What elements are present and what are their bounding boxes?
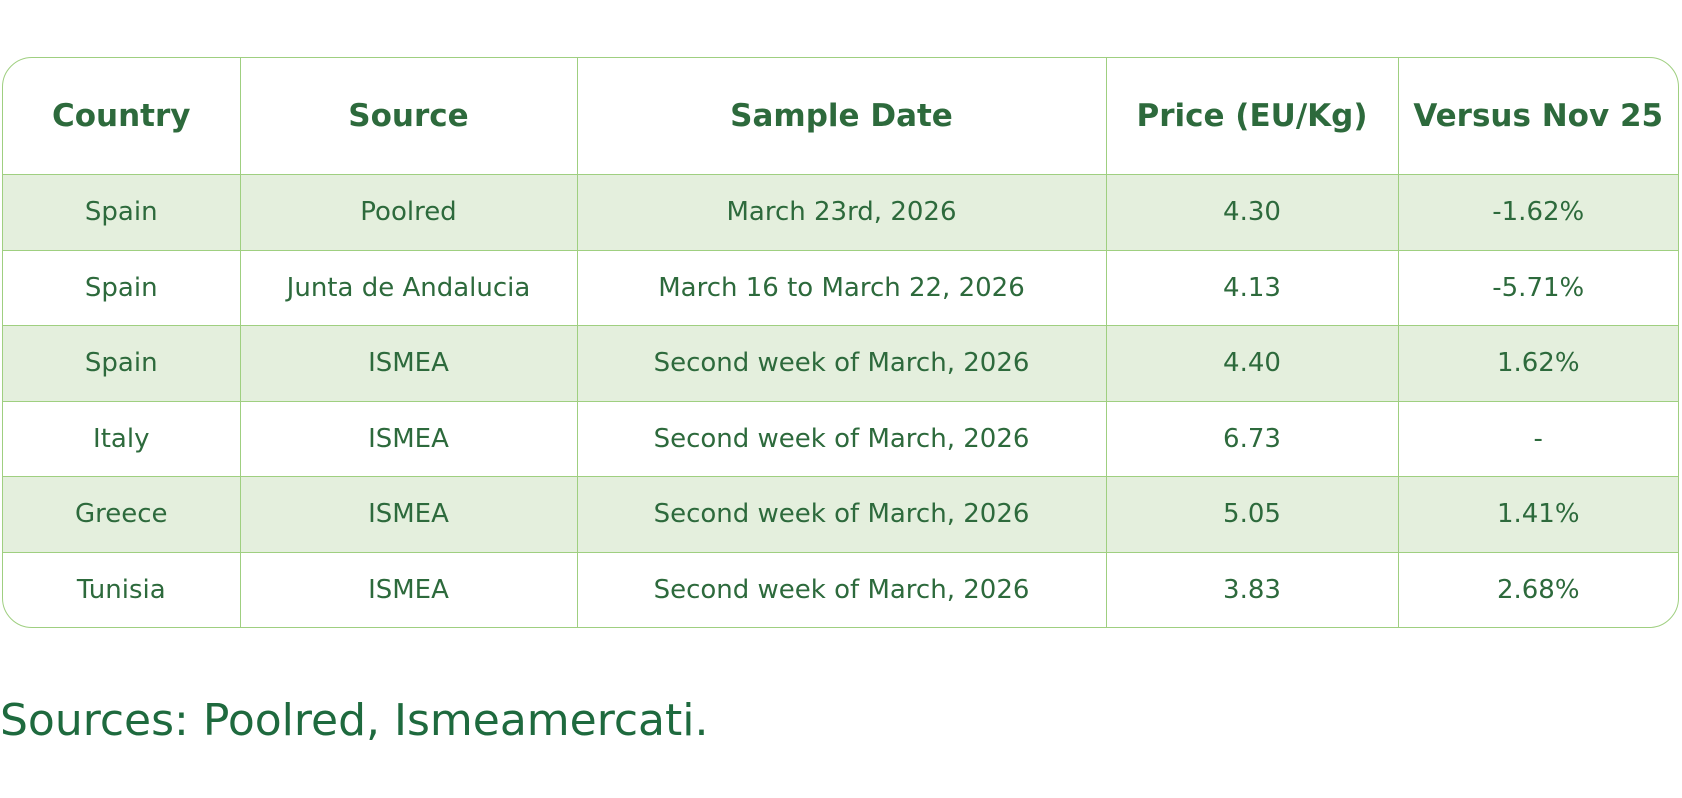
header-cell: Source (240, 58, 578, 175)
table-cell: ISMEA (240, 325, 578, 402)
table-cell: Junta de Andalucia (240, 250, 578, 326)
table-cell: Spain (3, 250, 241, 326)
table-frame: Country Source Sample Date Price (EU/Kg) Ver… (2, 57, 1679, 628)
header-cell: Versus Nov 25 (1398, 58, 1678, 175)
table-cell: ISMEA (240, 401, 578, 477)
table-cell: Tunisia (3, 552, 241, 627)
table-cell: Second week of March, 2026 (577, 325, 1107, 402)
header-cell: Price (EU/Kg) (1106, 58, 1399, 175)
table-cell: 3.83 (1106, 552, 1399, 627)
table-cell: -1.62% (1398, 174, 1678, 251)
table-row: Italy ISMEA Second week of March, 2026 6.73… (3, 401, 1678, 477)
table-cell: 1.41% (1398, 476, 1678, 553)
table-cell: 4.30 (1106, 174, 1399, 251)
table-cell: 6.73 (1106, 401, 1399, 477)
table-cell: Second week of March, 2026 (577, 552, 1107, 627)
table-cell: -5.71% (1398, 250, 1678, 326)
table-cell: ISMEA (240, 552, 578, 627)
table-row: Spain Poolred March 23rd, 2026 4.30 -1.62% (3, 174, 1678, 251)
sources-note: Sources: Poolred, Ismeamercati. (0, 695, 709, 746)
table-cell: Second week of March, 2026 (577, 476, 1107, 553)
price-table: Country Source Sample Date Price (EU/Kg) Ver… (3, 58, 1678, 627)
table-row: Spain Junta de Andalucia March 16 to March… (3, 250, 1678, 326)
table-body: Spain Poolred March 23rd, 2026 4.30 -1.62% Sp… (3, 174, 1678, 627)
table-cell: 5.05 (1106, 476, 1399, 553)
table-cell: ISMEA (240, 476, 578, 553)
table-row: Tunisia ISMEA Second week of March, 2026 3.… (3, 552, 1678, 627)
table-cell: Italy (3, 401, 241, 477)
table-cell: Spain (3, 325, 241, 402)
table-cell: Greece (3, 476, 241, 553)
table-cell: Poolred (240, 174, 578, 251)
header-cell: Country (3, 58, 241, 175)
table-cell: 2.68% (1496, 574, 1580, 605)
table-cell: - (1398, 401, 1678, 477)
table-cell: March 23rd, 2026 (577, 174, 1107, 251)
table-cell: Second week of March, 2026 (577, 401, 1107, 477)
table-row: Spain ISMEA Second week of March, 2026 4.40… (3, 325, 1678, 402)
table-cell: 1.62% (1398, 325, 1678, 402)
table-cell: 4.13 (1106, 250, 1399, 326)
table-cell: Spain (3, 174, 241, 251)
header-row: Country Source Sample Date Price (EU/Kg) Ver… (3, 58, 1678, 175)
table-cell: March 16 to March 22, 2026 (577, 250, 1107, 326)
header-cell: Sample Date (577, 58, 1107, 175)
table-cell: 4.40 (1106, 325, 1399, 402)
table-row: Greece ISMEA Second week of March, 2026 5.0… (3, 476, 1678, 553)
